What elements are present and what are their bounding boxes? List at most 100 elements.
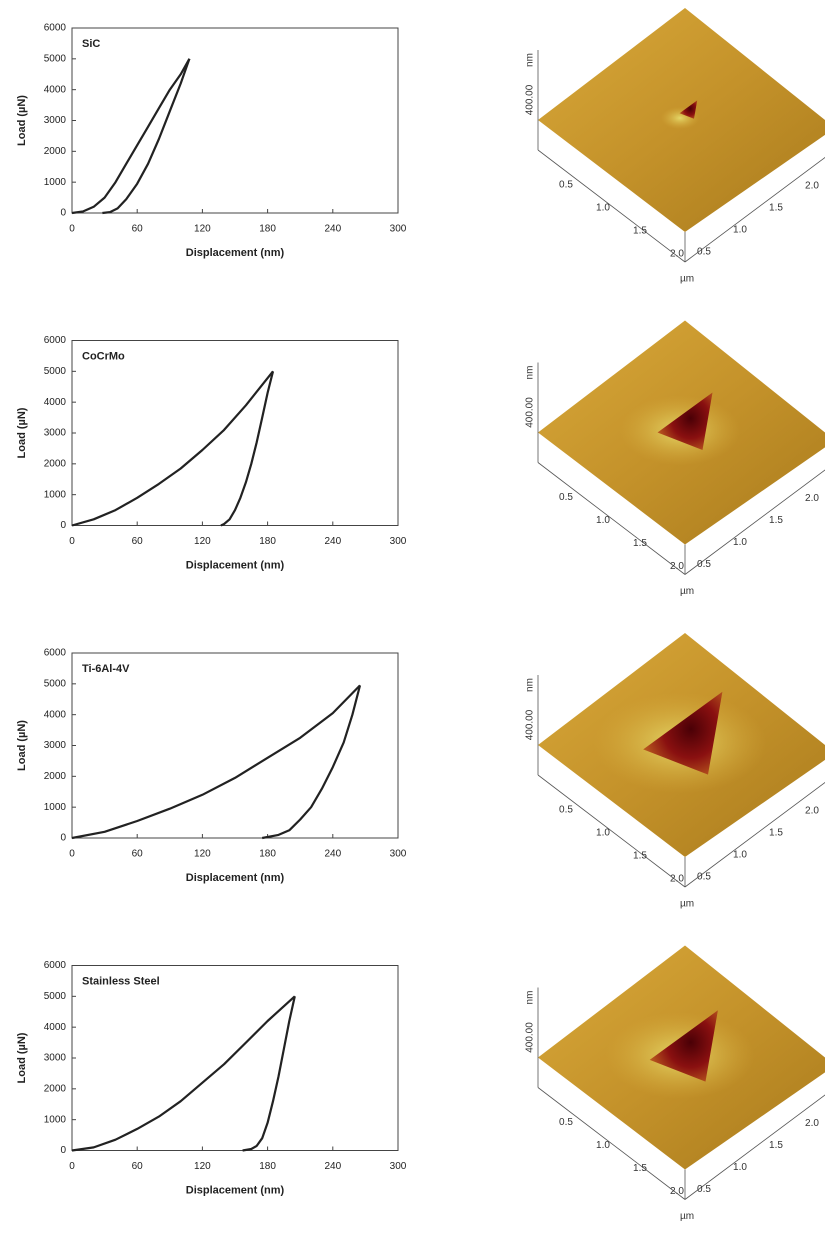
afm-tick-label: 1.0 bbox=[733, 850, 747, 861]
afm-tick-label: 0.5 bbox=[697, 247, 711, 258]
x-tick-label: 120 bbox=[194, 1161, 211, 1172]
material-label: Stainless Steel bbox=[82, 975, 160, 987]
afm-tick-label: 2.0 bbox=[805, 493, 819, 504]
afm-tick-label: 2.0 bbox=[670, 249, 684, 260]
x-tick-label: 180 bbox=[259, 224, 276, 235]
afm-axis bbox=[537, 462, 686, 575]
x-tick-label: 240 bbox=[324, 1161, 341, 1172]
y-tick-label: 5000 bbox=[44, 678, 67, 689]
z-value: 400.00 bbox=[525, 1022, 536, 1053]
y-axis-label: Load (µN) bbox=[16, 407, 28, 458]
y-tick-label: 3000 bbox=[44, 115, 67, 126]
x-tick-label: 120 bbox=[194, 224, 211, 235]
y-tick-label: 6000 bbox=[44, 335, 67, 346]
afm-tick-label: 1.5 bbox=[769, 828, 783, 839]
material-label: CoCrMo bbox=[82, 350, 125, 362]
afm-tick-label: 2.0 bbox=[805, 181, 819, 192]
afm-tick-label: 0.5 bbox=[697, 872, 711, 883]
x-tick-label: 300 bbox=[390, 536, 407, 547]
y-tick-label: 3000 bbox=[44, 740, 67, 751]
afm-tick-label: 2.0 bbox=[805, 806, 819, 817]
afm-tick-label: 2.0 bbox=[670, 874, 684, 885]
y-tick-label: 4000 bbox=[44, 709, 67, 720]
afm-tick-label: 1.5 bbox=[633, 851, 647, 862]
x-tick-label: 180 bbox=[259, 536, 276, 547]
plot-frame bbox=[71, 965, 399, 1151]
x-tick-label: 0 bbox=[69, 224, 75, 235]
x-axis-label: Displacement (nm) bbox=[186, 247, 285, 259]
material-label: SiC bbox=[82, 38, 100, 50]
afm-tick-label: 1.5 bbox=[633, 538, 647, 549]
load-curve bbox=[71, 995, 296, 1152]
afm-tick-label: 0.5 bbox=[697, 559, 711, 570]
plot-frame bbox=[71, 27, 399, 214]
y-tick-label: 3000 bbox=[44, 428, 67, 439]
load-curve bbox=[102, 58, 191, 215]
x-axis-label: Displacement (nm) bbox=[186, 872, 285, 884]
z-unit: nm bbox=[525, 53, 536, 67]
z-unit: nm bbox=[525, 991, 536, 1005]
x-tick-label: 0 bbox=[69, 536, 75, 547]
y-tick-label: 0 bbox=[60, 520, 66, 531]
afm-tick-label: 1.5 bbox=[769, 203, 783, 214]
z-value: 400.00 bbox=[525, 84, 536, 115]
x-tick-label: 0 bbox=[69, 1161, 75, 1172]
y-tick-label: 2000 bbox=[44, 771, 67, 782]
y-tick-label: 4000 bbox=[44, 84, 67, 95]
load-curve bbox=[242, 996, 296, 1152]
afm-tick-label: 0.5 bbox=[559, 492, 573, 503]
z-unit: nm bbox=[525, 678, 536, 692]
load-curve bbox=[261, 685, 362, 840]
y-tick-label: 5000 bbox=[44, 366, 67, 377]
afm-axis bbox=[684, 1094, 825, 1200]
x-tick-label: 300 bbox=[390, 849, 407, 860]
afm-axis bbox=[684, 469, 825, 575]
afm-image: 400.00 nm 0.5 1.0 1.5 2.0 0.5 1.0 1.5 2.0 µm bbox=[525, 945, 825, 1222]
afm-tick-label: 2.0 bbox=[670, 1186, 684, 1197]
afm-tick-label: 1.0 bbox=[596, 1140, 610, 1151]
x-axis-label: Displacement (nm) bbox=[186, 559, 285, 571]
afm-tick-label: 0.5 bbox=[559, 805, 573, 816]
afm-axis bbox=[537, 774, 686, 888]
x-tick-label: 60 bbox=[132, 849, 144, 860]
x-axis-label: Displacement (nm) bbox=[186, 1184, 285, 1196]
material-label: Ti-6Al-4V bbox=[82, 663, 130, 675]
y-axis-label: Load (µN) bbox=[16, 720, 28, 771]
y-tick-label: 6000 bbox=[44, 648, 67, 659]
afm-unit: µm bbox=[680, 586, 694, 597]
x-tick-label: 0 bbox=[69, 849, 75, 860]
y-tick-label: 6000 bbox=[44, 23, 67, 34]
x-tick-label: 240 bbox=[324, 224, 341, 235]
load-curve bbox=[71, 684, 361, 840]
y-axis-label: Load (µN) bbox=[16, 1032, 28, 1083]
afm-axis bbox=[684, 156, 825, 263]
y-tick-label: 6000 bbox=[44, 960, 67, 971]
afm-tick-label: 0.5 bbox=[559, 180, 573, 191]
x-tick-label: 120 bbox=[194, 849, 211, 860]
afm-tick-label: 1.5 bbox=[633, 1163, 647, 1174]
y-tick-label: 1000 bbox=[44, 802, 67, 813]
load-curve bbox=[220, 371, 275, 527]
afm-tick-label: 2.0 bbox=[805, 1118, 819, 1129]
y-tick-label: 0 bbox=[60, 833, 66, 844]
x-tick-label: 60 bbox=[132, 1161, 144, 1172]
y-tick-label: 4000 bbox=[44, 397, 67, 408]
indent bbox=[649, 1010, 718, 1082]
y-tick-label: 3000 bbox=[44, 1053, 67, 1064]
afm-axis bbox=[684, 781, 825, 888]
load-curve bbox=[71, 370, 274, 527]
afm-image: 400.00 nm 0.5 1.0 1.5 2.0 0.5 1.0 1.5 2.0 µm bbox=[525, 633, 825, 910]
x-tick-label: 300 bbox=[390, 224, 407, 235]
y-tick-label: 1000 bbox=[44, 489, 67, 500]
y-tick-label: 2000 bbox=[44, 1083, 67, 1094]
afm-unit: µm bbox=[680, 274, 694, 285]
x-tick-label: 240 bbox=[324, 536, 341, 547]
x-tick-label: 180 bbox=[259, 849, 276, 860]
afm-image: 400.00 nm 0.5 1.0 1.5 2.0 0.5 1.0 1.5 2.0 µm bbox=[525, 8, 825, 285]
afm-axis bbox=[537, 149, 686, 263]
afm-tick-label: 1.0 bbox=[596, 828, 610, 839]
x-tick-label: 300 bbox=[390, 1161, 407, 1172]
z-value: 400.00 bbox=[525, 709, 536, 740]
afm-tick-label: 1.0 bbox=[596, 515, 610, 526]
